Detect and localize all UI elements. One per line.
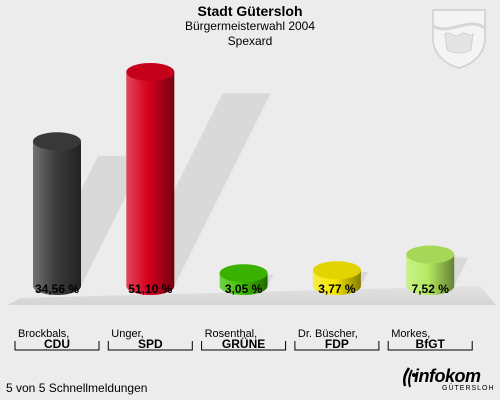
bar-top	[219, 264, 268, 283]
party-label: CDU	[44, 337, 70, 351]
bar-cdu	[33, 132, 81, 295]
party-bracket	[201, 341, 287, 351]
infokom-logo: infokom GÜTERSLOH	[398, 364, 494, 396]
infokom-logo-icon	[402, 367, 416, 388]
category-labels: Brockbals,CDU Unger,SPD Rosenthal,GRÜNE Dr.…	[14, 328, 473, 351]
value-label: 3,05 %	[225, 282, 263, 296]
bar-fdp	[312, 261, 361, 295]
page-title: Stadt Gütersloh	[197, 3, 303, 19]
candidate-name: Dr. Büscher,	[298, 328, 358, 340]
bars	[33, 63, 455, 295]
bar-shadows	[33, 93, 469, 287]
candidate-name: Morkes,	[391, 328, 430, 340]
party-bracket	[14, 341, 100, 351]
logo-subtitle: GÜTERSLOH	[442, 385, 495, 392]
candidate-name: Rosenthal,	[205, 328, 258, 340]
bar-top	[126, 63, 175, 81]
party-bracket	[107, 341, 193, 351]
coat-of-arms-icon	[432, 9, 486, 69]
party-bracket	[387, 341, 473, 351]
bar-top	[33, 132, 81, 151]
district-name: Spexard	[227, 34, 273, 48]
party-bracket	[294, 341, 380, 351]
bar-grne	[219, 264, 268, 295]
value-label: 3,77 %	[318, 282, 356, 296]
chart-subtitle: Bürgermeisterwahl 2004	[184, 19, 316, 33]
party-label: GRÜNE	[222, 336, 265, 351]
value-label: 7,52 %	[412, 282, 450, 296]
bar-spd	[126, 63, 175, 295]
party-label: BfGT	[416, 337, 446, 351]
bar-body	[126, 72, 175, 295]
bar-top	[406, 245, 455, 264]
bar-top	[312, 261, 361, 280]
bar-body	[406, 254, 455, 295]
candidate-name: Unger,	[111, 328, 143, 340]
value-labels: 34,56 % 51,10 % 3,05 % 3,77 % 7,52 %	[35, 282, 449, 296]
bar-body	[33, 141, 81, 295]
value-label: 51,10 %	[128, 282, 172, 296]
bar-bfgt	[406, 245, 455, 295]
party-label: SPD	[138, 337, 163, 351]
candidate-name: Brockbals,	[18, 328, 69, 340]
party-label: FDP	[325, 337, 349, 351]
report-status: 5 von 5 Schnellmeldungen	[6, 381, 148, 395]
value-label: 34,56 %	[35, 282, 79, 296]
chart-floor	[8, 286, 496, 305]
logo-brand: infokom	[414, 366, 481, 386]
